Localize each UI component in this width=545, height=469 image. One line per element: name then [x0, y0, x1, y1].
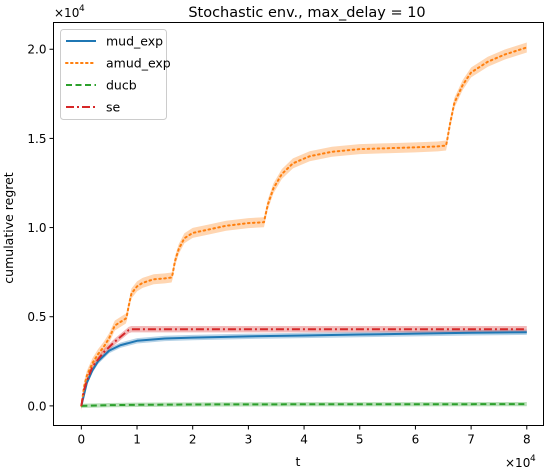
band-mud-exp [81, 329, 527, 409]
band-se [81, 326, 527, 410]
y-axis-ticks: 0.0 0.5 1.0 1.5 2.0 [27, 43, 54, 413]
y-tick-label: 1.0 [27, 221, 46, 235]
x-tick-label: 8 [523, 433, 531, 447]
legend-label-se: se [106, 100, 121, 115]
legend-label-ducb: ducb [106, 78, 137, 93]
legend-label-mud-exp: mud_exp [106, 34, 163, 49]
series-lines [80, 46, 528, 407]
y-tick-label: 1.5 [27, 132, 46, 146]
plot-frame [53, 22, 544, 426]
legend-box [60, 29, 167, 120]
y-tick-label: 0.5 [27, 310, 46, 324]
x-tick-label: 7 [467, 433, 475, 447]
series-line-mud-exp [80, 331, 527, 407]
y-tick-label: 0.0 [27, 399, 46, 413]
y-multiplier: ×10 4 [54, 4, 85, 20]
series-line-ducb [81, 403, 527, 407]
series-line-amud-exp [80, 46, 528, 407]
y-tick-label: 2.0 [27, 43, 46, 57]
x-multiplier-base: ×10 [505, 456, 530, 469]
y-multiplier-base: ×10 [54, 6, 79, 20]
x-tick-label: 0 [78, 433, 86, 447]
x-tick-label: 2 [189, 433, 197, 447]
chart-title: Stochastic env., max_delay = 10 [188, 5, 425, 21]
x-tick-label: 1 [133, 433, 141, 447]
x-axis-label: t [296, 454, 301, 469]
x-multiplier-exponent: 4 [530, 454, 536, 464]
x-multiplier: ×10 4 [505, 454, 536, 469]
x-tick-label: 6 [412, 433, 420, 447]
legend-label-amud-exp: amud_exp [106, 56, 171, 71]
x-tick-label: 5 [356, 433, 364, 447]
x-tick-label: 3 [245, 433, 253, 447]
x-axis-ticks: 0 1 2 3 4 5 6 7 8 [78, 425, 531, 447]
x-tick-label: 4 [300, 433, 308, 447]
y-multiplier-exponent: 4 [79, 4, 85, 14]
y-axis-label: cumulative regret [1, 172, 16, 284]
series-line-se [80, 328, 527, 407]
